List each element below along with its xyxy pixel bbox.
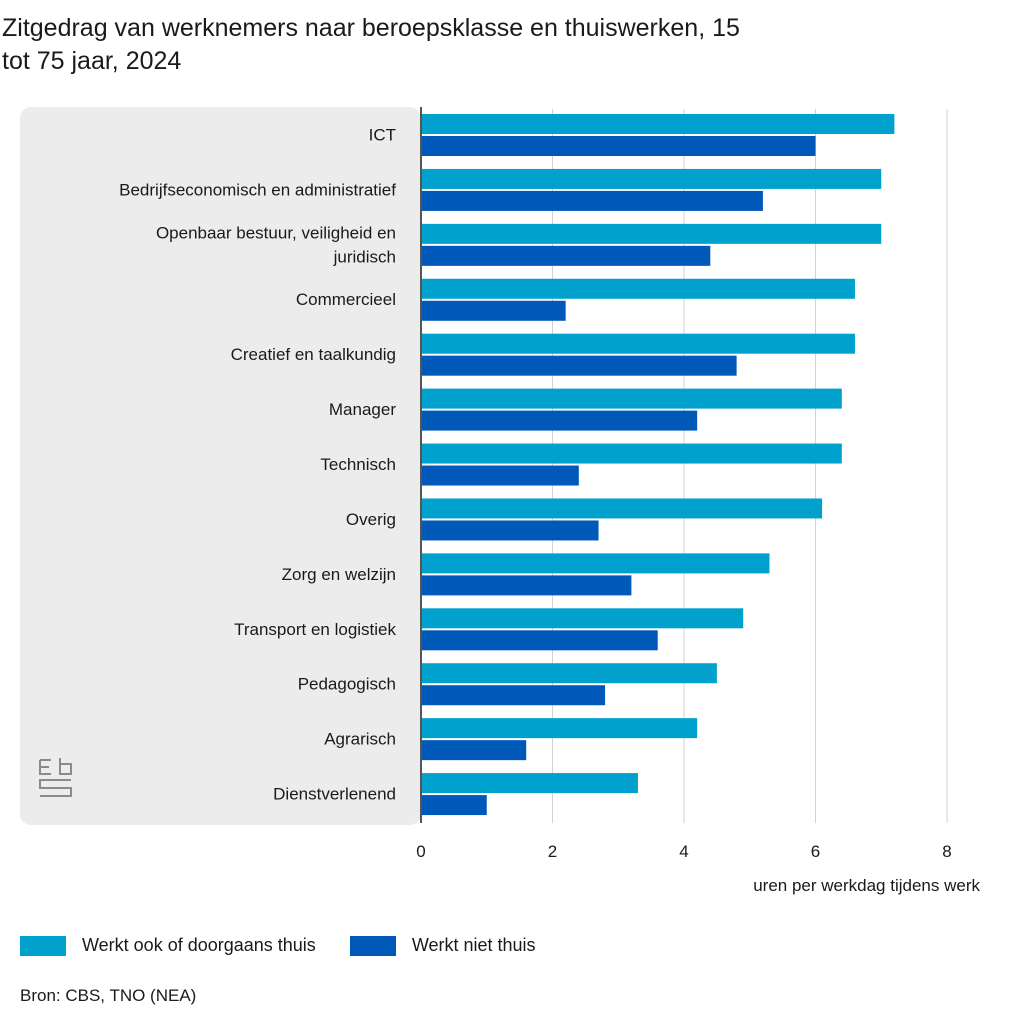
category-label: Overig <box>346 510 396 529</box>
cbs-logo-stroke <box>59 758 72 775</box>
x-tick-label: 8 <box>942 842 951 861</box>
bar-series-1 <box>421 553 770 574</box>
cbs-logo-stroke <box>39 759 51 775</box>
bar-series-2 <box>421 190 763 211</box>
category-label: Dienstverlenend <box>273 785 396 804</box>
bar-series-1 <box>421 333 855 354</box>
category-label-line: juridisch <box>333 247 396 266</box>
source-note: Bron: CBS, TNO (NEA) <box>20 986 197 1005</box>
category-label: ICT <box>369 125 396 144</box>
bar-series-2 <box>421 685 606 706</box>
bar-series-2 <box>421 245 711 266</box>
bar-series-1 <box>421 168 882 189</box>
legend-label-series-2: Werkt niet thuis <box>411 935 536 955</box>
legend: Werkt ook of doorgaans thuis Werkt niet … <box>20 935 536 956</box>
category-label: Zorg en welzijn <box>282 565 396 584</box>
bar-series-1 <box>421 443 842 464</box>
bar-series-2 <box>421 410 698 431</box>
bar-series-1 <box>421 388 842 409</box>
bar-series-2 <box>421 630 658 651</box>
category-label: Technisch <box>320 455 396 474</box>
category-label: Commercieel <box>296 290 396 309</box>
category-label: Transport en logistiek <box>234 620 396 639</box>
bar-series-2 <box>421 136 816 156</box>
bar-series-1 <box>421 498 823 519</box>
x-tick-label: 2 <box>548 842 557 861</box>
category-panel <box>20 107 421 825</box>
legend-label-series-1: Werkt ook of doorgaans thuis <box>82 935 316 955</box>
bar-series-2 <box>421 300 566 321</box>
cbs-logo-icon <box>39 758 72 797</box>
bar-series-1 <box>421 773 638 794</box>
bar-series-1 <box>421 718 698 739</box>
category-label: Agrarisch <box>324 730 396 749</box>
bar-series-1 <box>421 608 744 629</box>
bar-series-2 <box>421 520 599 541</box>
x-tick-label: 6 <box>811 842 820 861</box>
bar-series-2 <box>421 795 487 816</box>
x-tick-label: 4 <box>679 842 688 861</box>
cbs-logo-stroke <box>39 779 72 797</box>
category-label: Pedagogisch <box>298 675 396 694</box>
x-axis-label: uren per werkdag tijdens werk <box>753 876 980 895</box>
legend-swatch-series-2 <box>349 935 396 956</box>
bar-series-2 <box>421 575 632 596</box>
category-label: Openbaar bestuur, veiligheid en juridisch <box>156 223 396 266</box>
bar-series-2 <box>421 465 579 486</box>
category-label: Creatief en taalkundig <box>231 345 396 364</box>
category-label-line: Openbaar bestuur, veiligheid en <box>156 223 396 242</box>
bar-series-1 <box>421 223 882 244</box>
bar-series-2 <box>421 740 527 761</box>
bar-series-1 <box>421 278 855 299</box>
category-label: Manager <box>329 400 396 419</box>
chart-title: Zitgedrag van werknemers naar beroepskla… <box>2 14 740 75</box>
legend-item-series-1: Werkt ook of doorgaans thuis <box>20 935 316 956</box>
x-tick-label: 0 <box>416 842 425 861</box>
bar-series-1 <box>421 114 895 134</box>
legend-item-series-2: Werkt niet thuis <box>349 935 536 956</box>
bar-series-1 <box>421 663 717 684</box>
category-label: Bedrijfseconomisch en administratief <box>119 180 396 199</box>
legend-swatch-series-1 <box>20 935 66 956</box>
bar-series-2 <box>421 355 737 376</box>
